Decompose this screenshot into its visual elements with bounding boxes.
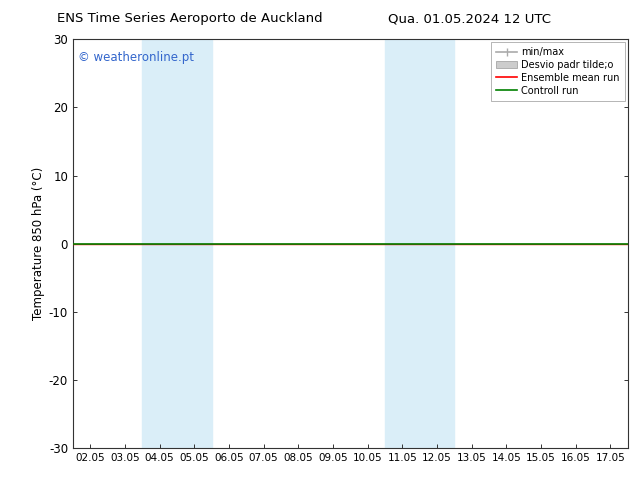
Bar (385, 39, 455, 448)
Text: ENS Time Series Aeroporto de Auckland: ENS Time Series Aeroporto de Auckland (58, 12, 323, 25)
Text: © weatheronline.pt: © weatheronline.pt (79, 51, 195, 65)
Legend: min/max, Desvio padr tilde;o, Ensemble mean run, Controll run: min/max, Desvio padr tilde;o, Ensemble m… (491, 42, 624, 100)
Y-axis label: Temperature 850 hPa (°C): Temperature 850 hPa (°C) (32, 167, 44, 320)
Bar (142, 39, 212, 448)
Text: Qua. 01.05.2024 12 UTC: Qua. 01.05.2024 12 UTC (387, 12, 551, 25)
